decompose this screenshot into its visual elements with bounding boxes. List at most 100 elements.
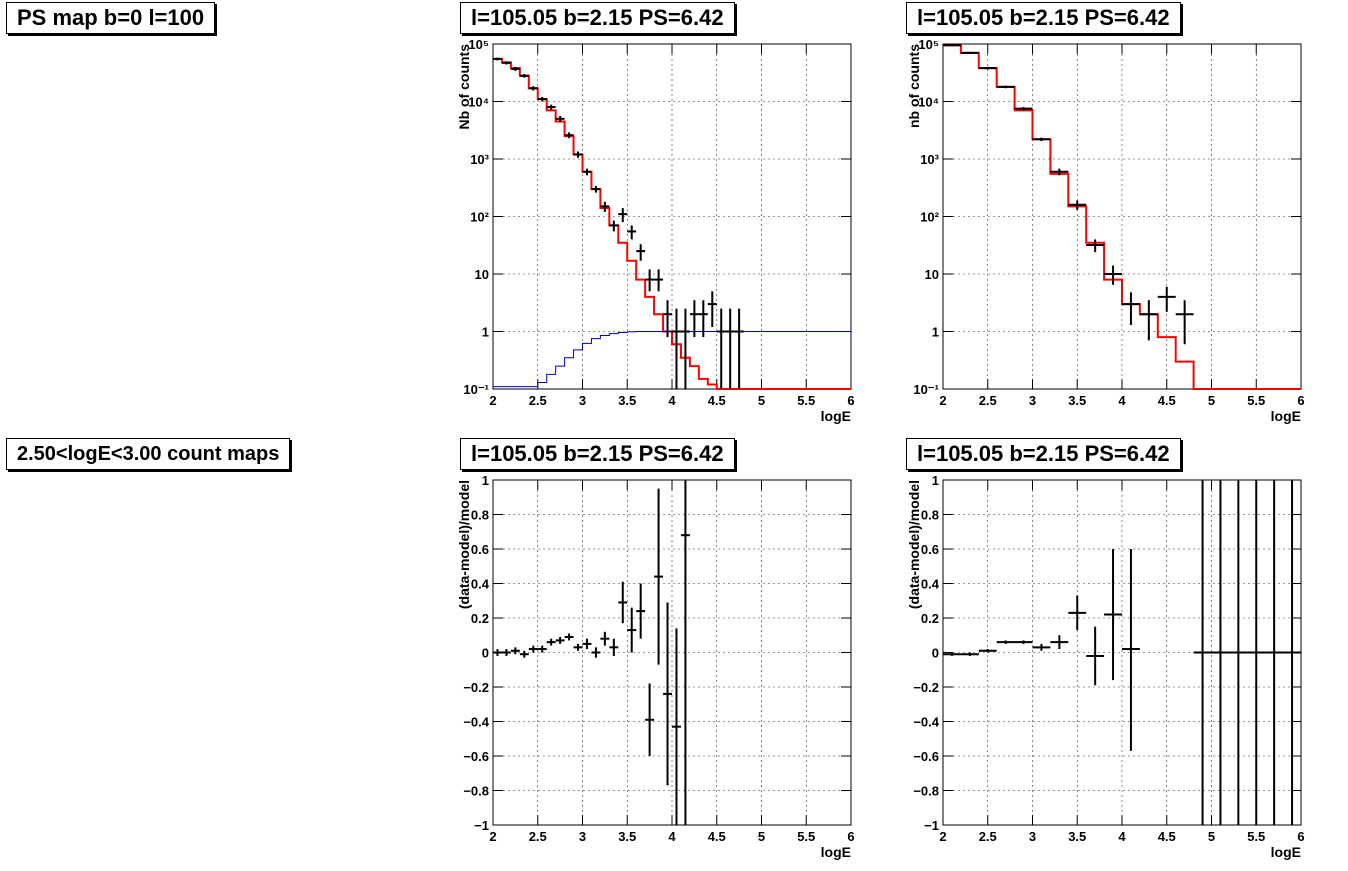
- svg-text:-4: -4: [30, 326, 41, 338]
- chart-svg: 2 2.5 3 3.5 4 4.5 5 5.5 6 1 0.8 0.6 0.4 0.2 0 −0.2 −0.4 −…: [456, 473, 855, 860]
- data-point: [645, 683, 655, 756]
- data-point: [1032, 643, 1051, 651]
- svg-text:-2: -2: [428, 247, 434, 254]
- svg-text:94: 94: [402, 393, 414, 406]
- y-tick-label: 0: [482, 646, 489, 661]
- data-point: [1122, 549, 1140, 751]
- data-point: [1157, 286, 1176, 312]
- series-0-errorbars: [493, 480, 690, 825]
- svg-text:94: 94: [402, 829, 414, 842]
- ps-map-plot: GD CH IA BE 642 0-2-4 -6 106 104 102 100 9…: [30, 39, 436, 412]
- count-map-colorbar: [403, 479, 427, 825]
- x-tick-label: 5.5: [1247, 393, 1265, 408]
- svg-text:2: 2: [428, 179, 432, 186]
- y-axis-label: nb of counts: [906, 44, 922, 128]
- chart-title: l=105.05 b=2.15 PS=6.42: [460, 2, 735, 34]
- marker-h: H: [111, 134, 119, 146]
- svg-text:2: 2: [34, 154, 40, 166]
- x-tick-label: 2: [939, 393, 946, 408]
- data-point: [1104, 265, 1122, 285]
- step-line: [943, 44, 1301, 390]
- data-point: [537, 96, 547, 102]
- data-point: [654, 269, 664, 292]
- marker-a: A: [290, 314, 298, 326]
- data-point: [591, 647, 601, 658]
- svg-text:-2: -2: [30, 704, 40, 716]
- data-point: [654, 488, 664, 665]
- data-point: [1139, 300, 1158, 341]
- x-tick-label: 5: [758, 829, 765, 844]
- y-tick-label: 0.8: [921, 508, 939, 523]
- data-point: [582, 168, 592, 176]
- x-tick-label: 3: [1029, 829, 1036, 844]
- svg-text:100: 100: [224, 393, 236, 411]
- data-point: [501, 61, 511, 65]
- x-tick-label: 3.5: [618, 829, 636, 844]
- chart-svg: 2 2.5 3 3.5 4 4.5 5 5.5 6 1 0.8 0.6 0.4 0.2 0 −0.2 −0.4 −…: [906, 473, 1305, 860]
- svg-text:4: 4: [428, 144, 432, 151]
- y-tick-label: 10: [475, 267, 489, 282]
- x-tick-label: 3.5: [618, 393, 636, 408]
- chart-title: l=105.05 b=2.15 PS=6.42: [906, 438, 1181, 470]
- data-point: [1175, 300, 1194, 345]
- x-tick-label: 3: [1029, 393, 1036, 408]
- marker-b: B: [224, 767, 232, 779]
- data-point: [1247, 480, 1266, 825]
- data-point: [943, 652, 961, 656]
- x-tick-label: 6: [847, 393, 854, 408]
- y-tick-label: 1: [482, 325, 489, 340]
- data-point: [672, 308, 681, 389]
- svg-text:0: 0: [34, 211, 40, 223]
- data-point: [618, 208, 628, 223]
- x-tick-label: 5.5: [1247, 829, 1265, 844]
- svg-text:106: 106: [45, 393, 57, 411]
- ps-map-title: PS map b=0 l=100: [6, 2, 216, 34]
- y-tick-label: 0.4: [921, 577, 940, 592]
- data-point: [519, 74, 529, 78]
- data-point: [672, 628, 681, 825]
- data-point: [698, 300, 708, 338]
- step-line: [493, 331, 851, 388]
- series-2-errorbars: [493, 57, 744, 389]
- x-tick-label: 4: [668, 393, 676, 408]
- y-tick-label: 0.6: [921, 542, 939, 557]
- data-point: [1068, 200, 1087, 210]
- data-point: [546, 104, 556, 110]
- svg-text:-2: -2: [30, 268, 40, 280]
- x-tick-label: 2.5: [529, 829, 547, 844]
- y-tick-label: −0.8: [913, 784, 939, 799]
- y-tick-label: 0.2: [921, 611, 939, 626]
- chart-panel-spectrum_coarse: 2 2.5 3 3.5 4 4.5 5 5.5 6 10⁻¹ 1 10 10² 10³ 10⁴ 10⁵ logE…: [900, 0, 1345, 435]
- svg-text:-8: -8: [428, 350, 434, 357]
- tick-marks: [492, 479, 852, 826]
- data-point: [1050, 635, 1069, 650]
- x-tick-label: 3.5: [1068, 829, 1086, 844]
- chart-title: l=105.05 b=2.15 PS=6.42: [906, 2, 1181, 34]
- data-point: [627, 607, 637, 653]
- source-labels: G D C H I A B E: [111, 49, 398, 376]
- data-point: [1068, 595, 1087, 631]
- data-point: [600, 201, 610, 212]
- data-point: [734, 308, 744, 389]
- ps-map-grid: [43, 44, 401, 388]
- data-point: [1122, 292, 1140, 325]
- data-point: [1211, 480, 1230, 825]
- x-tick-label: 2: [489, 393, 496, 408]
- data-point: [1265, 480, 1284, 825]
- marker-i: I: [395, 146, 398, 158]
- svg-text:-10: -10: [426, 385, 436, 392]
- chart-svg: 2 2.5 3 3.5 4 4.5 5 5.5 6 10⁻¹ 1 10 10² 10³ 10⁴ 10⁵ logE…: [456, 37, 855, 424]
- svg-text:6: 6: [428, 110, 432, 117]
- tick-marks: [942, 43, 1302, 390]
- y-tick-label: 10²: [920, 210, 939, 225]
- data-point: [960, 652, 979, 656]
- y-tick-label: 1: [482, 473, 489, 488]
- y-tick-label: 10: [925, 267, 939, 282]
- data-point: [680, 308, 690, 389]
- svg-text:-6: -6: [30, 383, 40, 395]
- data-point: [996, 640, 1015, 644]
- marker-g: G: [143, 49, 152, 61]
- count-map-panel: 2.50<logE<3.00 count maps: [0, 436, 440, 871]
- y-tick-label: 1: [932, 325, 939, 340]
- step-line: [493, 57, 851, 390]
